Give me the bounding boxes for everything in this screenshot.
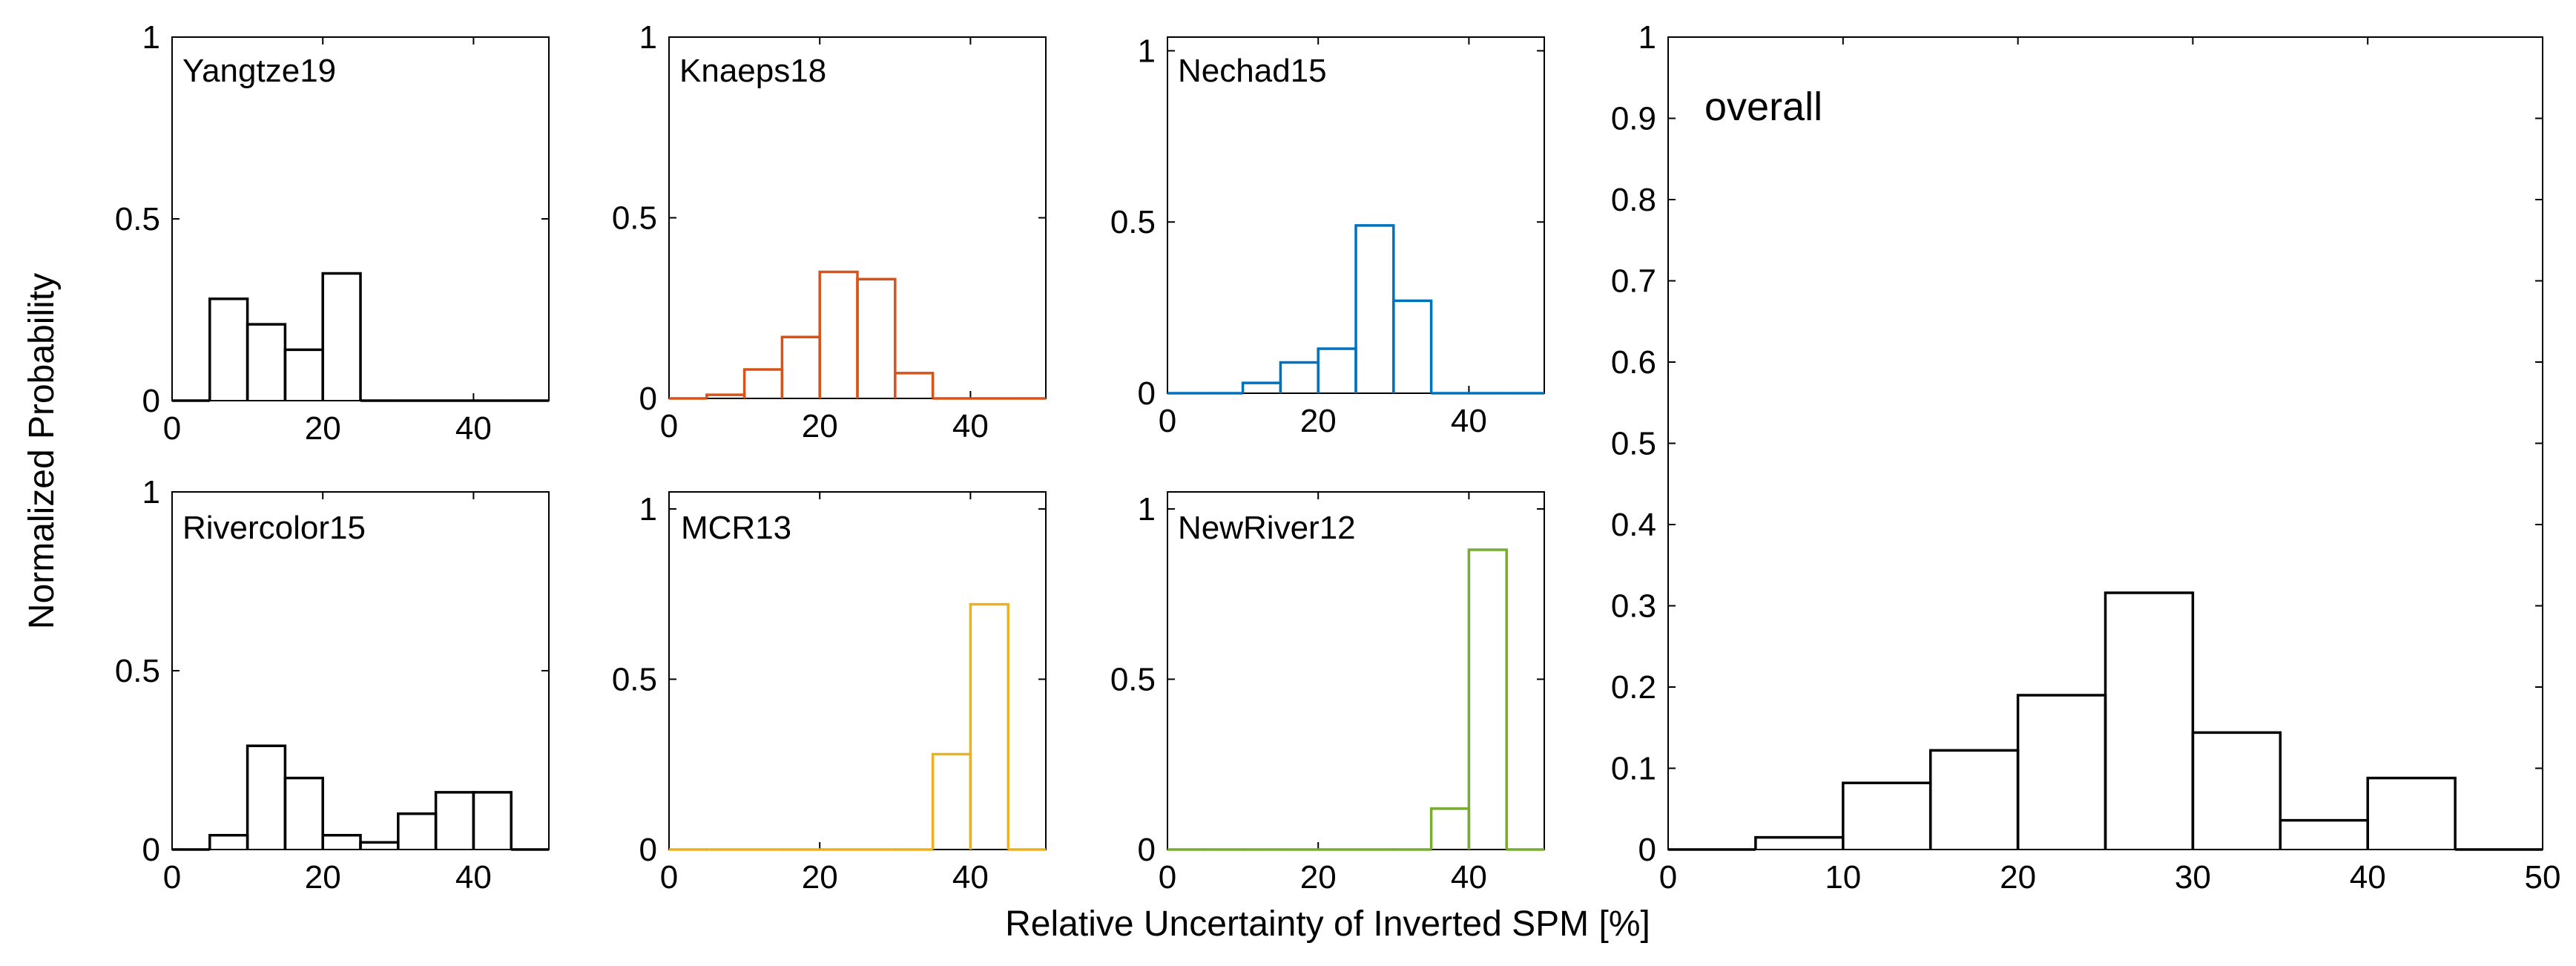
x-tick-label: 20 <box>305 859 341 896</box>
y-tick-label: 0 <box>1138 375 1156 412</box>
y-tick-label: 1 <box>1138 33 1156 69</box>
x-tick-label: 20 <box>1300 859 1337 896</box>
x-tick-label: 20 <box>802 408 838 444</box>
histogram-bar <box>2104 591 2195 850</box>
histogram-bar <box>1354 224 1395 393</box>
y-tick-label: 0.6 <box>1611 344 1656 381</box>
x-tick-label: 0 <box>660 859 678 896</box>
y-tick-label: 0.5 <box>612 661 657 697</box>
histogram-bar <box>246 744 287 850</box>
x-tick-label: 20 <box>802 859 838 896</box>
y-tick-label: 0 <box>142 832 160 868</box>
y-tick-label: 0.8 <box>1611 182 1656 218</box>
histogram-bar <box>434 791 475 850</box>
histogram-bar <box>321 833 362 850</box>
y-tick-label: 0.9 <box>1611 101 1656 137</box>
x-tick-label: 50 <box>2525 859 2561 896</box>
y-tick-label: 1 <box>142 19 160 56</box>
y-tick-label: 0.3 <box>1611 588 1656 625</box>
histogram-bar <box>818 270 859 398</box>
y-tick-label: 0 <box>1638 832 1656 868</box>
histogram-bar <box>1429 807 1471 850</box>
histogram-bar <box>283 776 324 850</box>
x-tick-label: 40 <box>1451 859 1487 896</box>
panel-title: overall <box>1704 85 1822 129</box>
histogram-bar <box>1928 749 2020 850</box>
x-tick-label: 40 <box>455 859 492 896</box>
histogram-bar <box>856 277 897 398</box>
panel-title: Nechad15 <box>1178 53 1327 89</box>
y-tick-label: 0.1 <box>1611 751 1656 787</box>
y-tick-label: 1 <box>1138 491 1156 528</box>
histogram-bar <box>2016 694 2107 850</box>
panel-title: NewRiver12 <box>1178 510 1356 546</box>
x-tick-label: 0 <box>163 410 181 447</box>
histogram-bar <box>1317 347 1357 393</box>
histogram-bar <box>208 298 249 401</box>
panel-title: Yangtze19 <box>182 53 336 89</box>
y-tick-label: 1 <box>639 491 657 528</box>
x-tick-label: 20 <box>305 410 341 447</box>
x-tick-label: 30 <box>2175 859 2211 896</box>
y-tick-label: 0.2 <box>1611 669 1656 706</box>
histogram-bar <box>359 841 400 850</box>
histogram-bar <box>1279 361 1320 393</box>
histogram-bar <box>1467 548 1508 850</box>
y-tick-label: 1 <box>639 19 657 56</box>
histogram-bar <box>780 335 821 398</box>
histogram-bar <box>2366 776 2457 850</box>
y-tick-label: 0.5 <box>612 200 657 237</box>
panel-title: Rivercolor15 <box>182 510 366 546</box>
x-tick-label: 0 <box>1159 859 1176 896</box>
histogram-bar <box>246 323 287 401</box>
x-tick-label: 10 <box>1825 859 1861 896</box>
y-tick-label: 0.5 <box>115 201 160 237</box>
histogram-bar <box>894 372 935 398</box>
x-tick-label: 40 <box>1451 403 1487 439</box>
histogram-bar <box>969 602 1009 850</box>
x-tick-label: 20 <box>2000 859 2036 896</box>
histogram-bar <box>1392 299 1433 393</box>
panel-title: MCR13 <box>681 510 791 546</box>
x-tick-label: 40 <box>952 408 989 444</box>
y-tick-label: 0.5 <box>1110 204 1156 240</box>
histogram-bar <box>1842 781 1932 850</box>
y-tick-label: 0 <box>639 832 657 868</box>
y-tick-label: 0 <box>1138 832 1156 868</box>
histogram-bar <box>472 791 513 850</box>
x-tick-label: 0 <box>660 408 678 444</box>
histogram-bar <box>397 812 438 850</box>
histogram-bar <box>931 752 972 850</box>
histogram-bar <box>321 272 362 401</box>
y-tick-label: 1 <box>1638 19 1656 56</box>
y-tick-label: 1 <box>142 474 160 510</box>
histogram-bar <box>2279 818 2369 850</box>
y-axis-label: Normalized Probability <box>22 273 62 629</box>
y-tick-label: 0.4 <box>1611 507 1656 543</box>
histogram-bar <box>208 833 249 850</box>
x-tick-label: 0 <box>1659 859 1677 896</box>
y-tick-label: 0 <box>142 383 160 419</box>
histogram-bar <box>1241 381 1282 393</box>
x-tick-label: 40 <box>455 410 492 447</box>
y-tick-label: 0.7 <box>1611 263 1656 300</box>
y-tick-label: 0.5 <box>115 653 160 689</box>
x-tick-label: 0 <box>163 859 181 896</box>
x-axis-label: Relative Uncertainty of Inverted SPM [%] <box>1005 904 1650 944</box>
histogram-bar <box>742 368 784 398</box>
x-tick-label: 40 <box>952 859 989 896</box>
y-tick-label: 0.5 <box>1611 426 1656 462</box>
histogram-bar <box>2191 731 2282 850</box>
x-tick-label: 0 <box>1159 403 1176 439</box>
y-tick-label: 0 <box>639 381 657 417</box>
histogram-bar <box>283 348 324 401</box>
x-tick-label: 40 <box>2350 859 2386 896</box>
y-tick-label: 0.5 <box>1110 661 1156 697</box>
x-tick-label: 20 <box>1300 403 1337 439</box>
panel-title: Knaeps18 <box>679 53 826 89</box>
histogram-bar <box>1754 835 1845 850</box>
